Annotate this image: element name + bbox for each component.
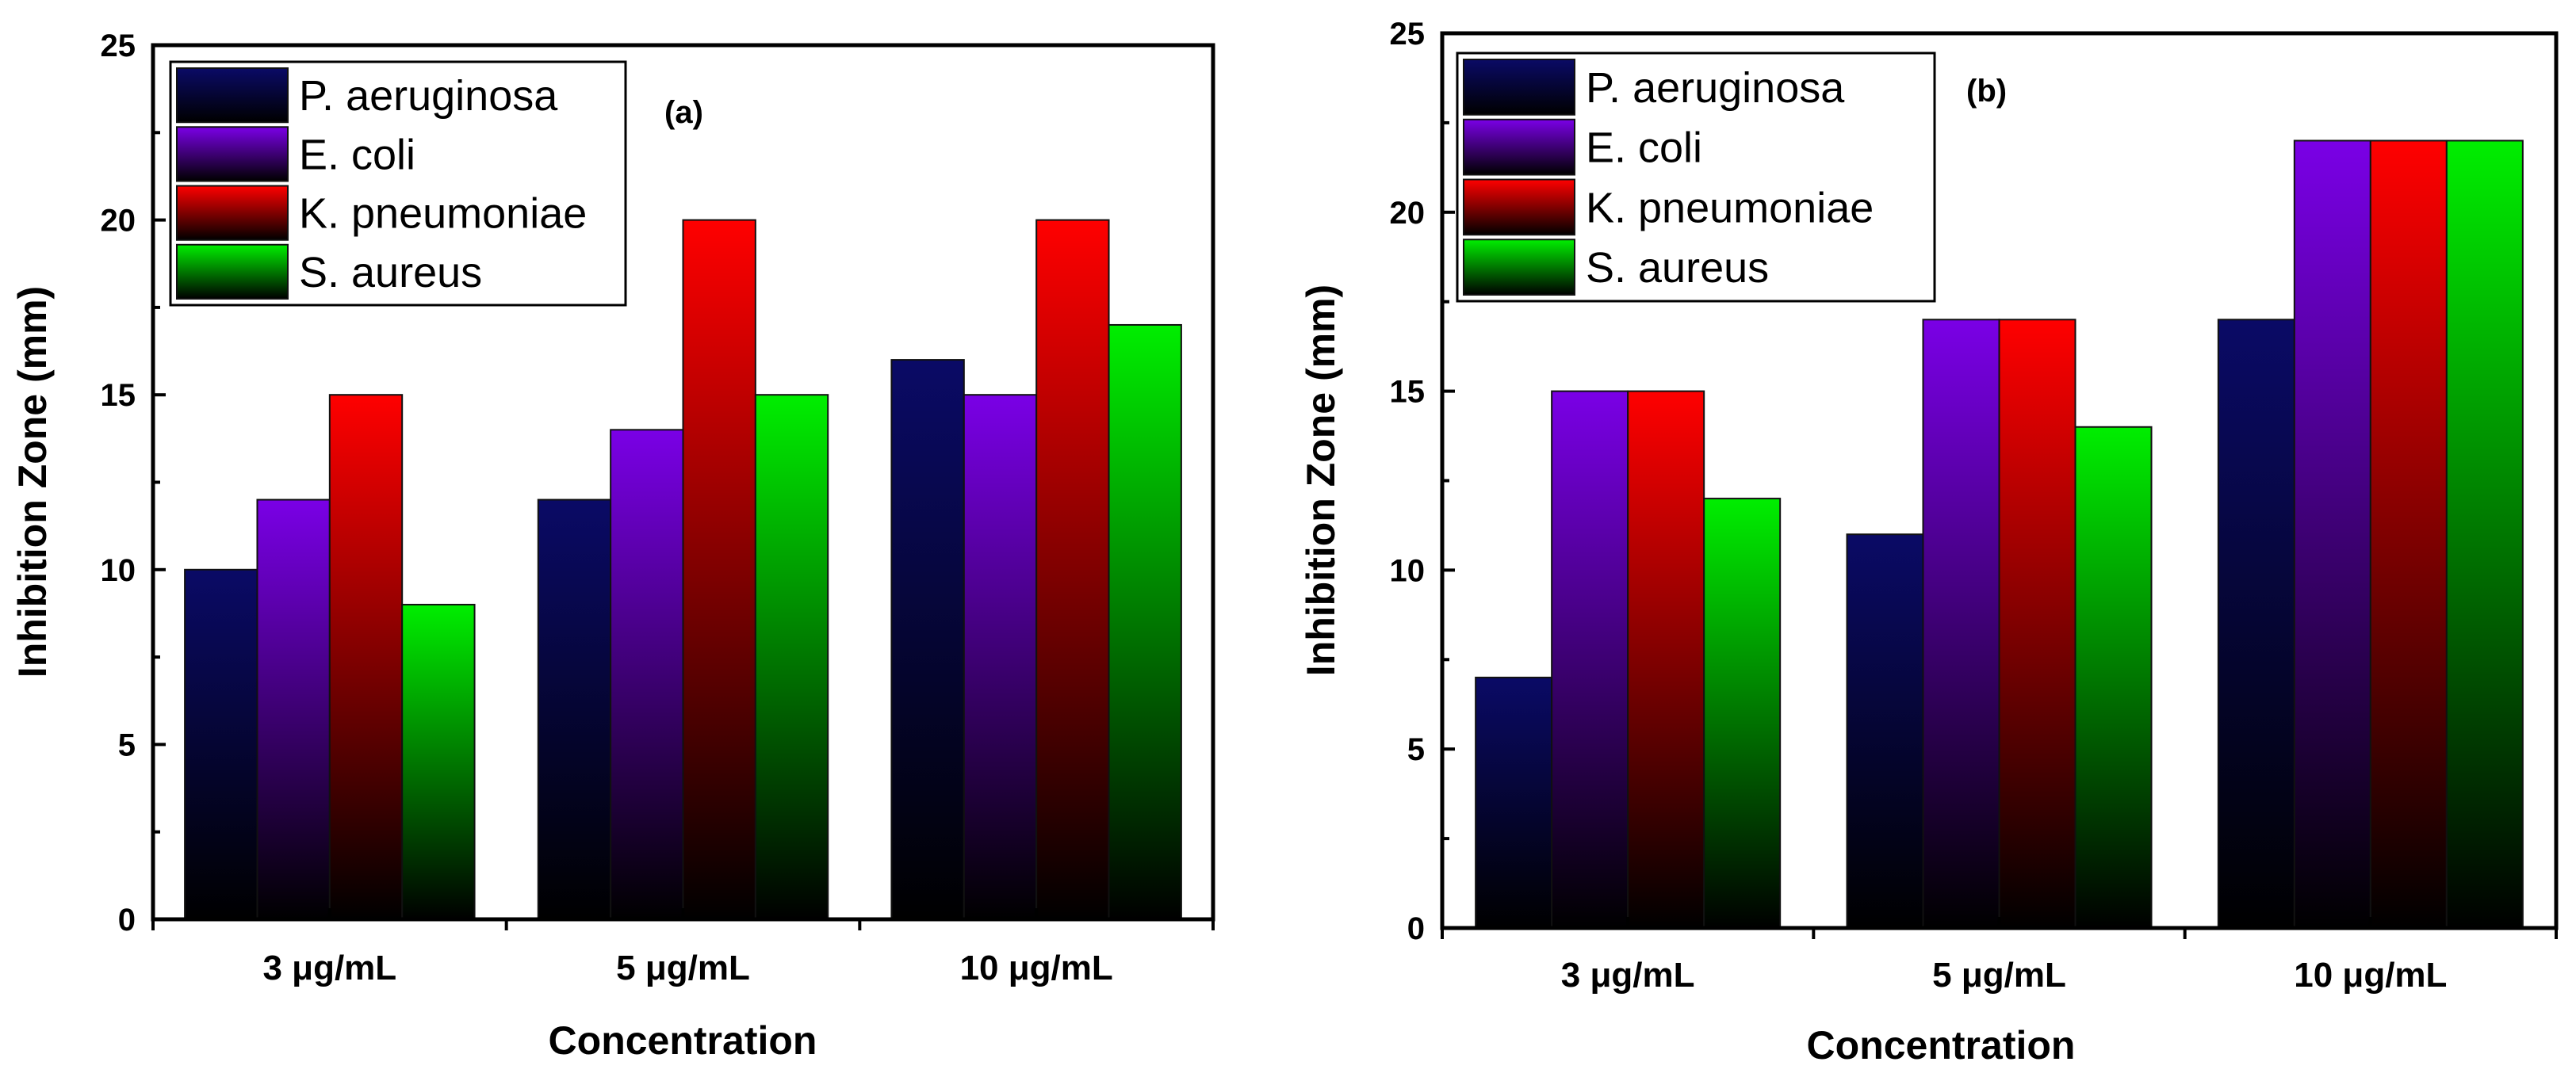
bar [682, 219, 756, 921]
y-tick-label: 15 [1390, 375, 1426, 410]
x-axis-title-a: Concentration [549, 1018, 817, 1063]
bar [184, 568, 258, 920]
bar [1922, 319, 2000, 929]
chart-panel-b: 0 5 10 15 20 25 3 μg/mL 5 μg/mL 10 μg/mL Inhibi… [1299, 17, 2559, 1067]
legend-b: P. aeruginosa E. coli K. pneumoniae S. aure… [1456, 52, 1936, 303]
bar [1846, 533, 1924, 929]
y-tick-label: 20 [1390, 196, 1426, 231]
bar [2293, 139, 2371, 930]
x-category-label: 5 μg/mL [1932, 956, 2066, 995]
x-category-label: 3 μg/mL [262, 949, 396, 987]
bar [963, 394, 1038, 920]
panel-label-b: (b) [1966, 74, 2007, 109]
y-tick-label: 0 [118, 903, 136, 938]
bar [1475, 676, 1553, 929]
legend-swatch [1463, 178, 1575, 236]
y-tick-label: 5 [118, 728, 136, 762]
legend-label: E. coli [299, 131, 415, 178]
legend-label: S. aureus [1586, 244, 1769, 292]
bar [1551, 390, 1629, 930]
bar [2445, 139, 2524, 930]
legend-label: K. pneumoniae [1586, 184, 1874, 231]
legend-label: K. pneumoniae [299, 190, 587, 238]
y-tick-label: 5 [1407, 732, 1425, 767]
x-axis-a: 3 μg/mL 5 μg/mL 10 μg/mL [151, 908, 1215, 987]
legend-label: S. aureus [299, 249, 482, 296]
y-tick-label: 15 [101, 378, 136, 413]
legend-a: P. aeruginosa E. coli K. pneumoniae S. aure… [169, 60, 627, 307]
bar [1035, 219, 1110, 921]
bar [890, 359, 965, 920]
x-category-label: 10 μg/mL [960, 949, 1113, 987]
y-axis-title-b: Inhibition Zone (mm) [1299, 285, 1343, 676]
bar [610, 429, 684, 920]
bar [1108, 323, 1182, 920]
bars-b [1475, 139, 2524, 930]
y-tick-label: 20 [101, 204, 136, 239]
legend-label: E. coli [1586, 124, 1702, 172]
y-tick-label: 25 [101, 29, 136, 63]
legend-label: P. aeruginosa [1586, 64, 1845, 112]
x-category-label: 5 μg/mL [616, 949, 750, 987]
legend-swatch [176, 185, 289, 241]
y-tick-label: 10 [101, 553, 136, 588]
bar [2217, 319, 2295, 929]
x-axis-title-b: Concentration [1807, 1023, 2076, 1067]
panel-label-a: (a) [664, 95, 703, 130]
x-axis-b: 3 μg/mL 5 μg/mL 10 μg/mL [1441, 917, 2558, 995]
x-category-label: 10 μg/mL [2294, 956, 2447, 995]
legend-swatch [176, 67, 289, 124]
bar [754, 394, 829, 920]
legend-swatch [1463, 59, 1575, 116]
y-tick-label: 10 [1390, 553, 1426, 588]
legend-swatch [1463, 118, 1575, 176]
bar [401, 603, 476, 920]
bar [2074, 426, 2153, 929]
y-tick-label: 0 [1407, 911, 1425, 946]
chart-panel-a: 0 5 10 15 20 25 3 μg/mL 5 μg/mL 10 μg/mL Inhibi… [10, 29, 1215, 1063]
y-axis-b: 0 5 10 15 20 25 [1390, 17, 1455, 946]
y-axis-title-a: Inhibition Zone (mm) [10, 286, 55, 678]
bars-a [184, 219, 1182, 921]
bar [328, 394, 404, 920]
bar [537, 498, 612, 920]
bar [1998, 319, 2076, 929]
legend-label: P. aeruginosa [299, 72, 558, 120]
legend-swatch [176, 243, 289, 300]
bar [1627, 390, 1705, 930]
bar [1703, 498, 1782, 929]
y-axis-a: 0 5 10 15 20 25 [101, 29, 166, 938]
legend-swatch [176, 126, 289, 182]
bar [2369, 139, 2448, 930]
y-tick-label: 25 [1390, 17, 1426, 52]
x-category-label: 3 μg/mL [1561, 956, 1695, 995]
bar [256, 498, 331, 920]
legend-swatch [1463, 239, 1575, 296]
